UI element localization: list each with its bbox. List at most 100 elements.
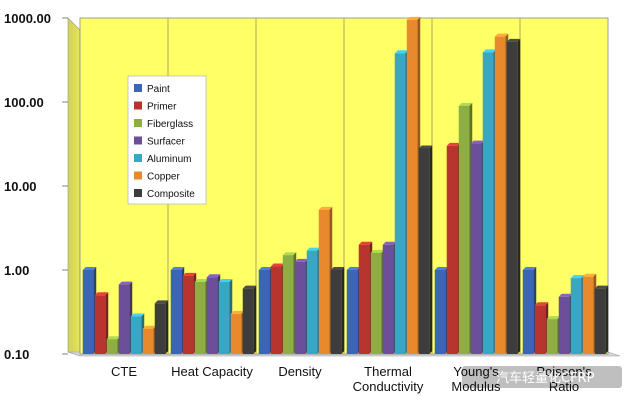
bar-front xyxy=(170,270,182,354)
bar-top xyxy=(170,267,185,270)
bar-side xyxy=(429,145,433,354)
bar-top xyxy=(482,49,497,53)
y-tick-label: 0.10 xyxy=(4,347,29,362)
bar xyxy=(242,285,257,354)
bar-front xyxy=(82,270,94,354)
bar-front xyxy=(458,105,470,354)
bar-top xyxy=(294,258,309,262)
bar xyxy=(318,206,333,354)
bar-top xyxy=(206,274,221,278)
y-tick-label: 1000.00 xyxy=(4,11,51,26)
bar-front xyxy=(282,255,294,354)
bar-top xyxy=(118,281,133,285)
bar-front xyxy=(306,250,318,354)
bar xyxy=(218,278,233,354)
bar-front xyxy=(94,295,106,354)
bar xyxy=(534,302,549,354)
bar-top xyxy=(194,278,209,282)
bar xyxy=(194,278,209,354)
bar-front xyxy=(294,261,306,354)
bar xyxy=(294,258,309,354)
bar xyxy=(182,272,197,354)
bar xyxy=(570,275,585,354)
x-tick-label: Density xyxy=(278,364,322,379)
bar-top xyxy=(522,267,537,270)
bar-front xyxy=(142,328,154,354)
bar xyxy=(458,102,473,354)
bar-front xyxy=(106,339,118,354)
bar-top xyxy=(418,145,433,149)
legend-swatch xyxy=(134,136,142,145)
bar-front xyxy=(130,316,142,354)
bar xyxy=(406,16,421,355)
bar xyxy=(346,267,361,354)
plot-side-wall xyxy=(67,17,81,357)
bar-front xyxy=(418,148,430,354)
bar-side xyxy=(165,300,169,354)
bar xyxy=(130,313,145,354)
bar-top xyxy=(406,16,421,20)
x-tick-label: Poisson's Ratio xyxy=(536,364,592,394)
bar-front xyxy=(522,270,534,354)
bar-side xyxy=(605,285,609,354)
bar-front xyxy=(570,278,582,354)
bar xyxy=(506,38,521,355)
legend-swatch xyxy=(134,154,142,162)
bar xyxy=(106,336,121,354)
bar-top xyxy=(546,316,561,320)
legend-swatch xyxy=(134,101,142,110)
bar-top xyxy=(594,285,609,289)
bar-front xyxy=(218,281,230,354)
bar-top xyxy=(534,302,549,306)
bar-top xyxy=(330,267,345,270)
bar-top xyxy=(130,313,145,317)
bar xyxy=(154,300,169,354)
bar-front xyxy=(594,288,606,354)
bars xyxy=(82,16,609,355)
bar-front xyxy=(482,52,494,354)
bar xyxy=(94,292,109,354)
bar-top xyxy=(446,142,461,146)
bar-top xyxy=(494,33,509,37)
bar-side xyxy=(517,38,521,355)
watermark-badge xyxy=(462,366,622,388)
bar-top xyxy=(142,325,157,329)
bar xyxy=(434,267,449,354)
legend-label: Paint xyxy=(147,84,170,95)
y-tick-label: 1.00 xyxy=(4,263,29,278)
bar-front xyxy=(242,288,254,354)
bar-top xyxy=(94,292,109,296)
bar xyxy=(470,140,485,354)
bar xyxy=(418,145,433,354)
bar-top xyxy=(258,267,273,270)
bar-side xyxy=(341,267,345,354)
bar xyxy=(546,316,561,354)
bar xyxy=(394,50,409,354)
bar xyxy=(118,281,133,354)
bar xyxy=(494,33,509,355)
bar-front xyxy=(582,276,594,354)
bar xyxy=(358,241,373,354)
bar xyxy=(82,267,97,354)
bar-front xyxy=(394,53,406,354)
y-tick-label: 10.00 xyxy=(4,179,37,194)
bar xyxy=(594,285,609,354)
bar-top xyxy=(570,275,585,279)
bar-top xyxy=(306,247,321,251)
bar-top xyxy=(346,267,361,270)
bar-top xyxy=(382,241,397,245)
bar xyxy=(270,263,285,354)
bar-top xyxy=(358,241,373,245)
bar-top xyxy=(506,38,521,42)
bar-top xyxy=(82,267,97,270)
y-axis-ticks: 1000.00 100.00 10.00 1.00 0.10 xyxy=(4,11,68,362)
bar-front xyxy=(506,41,518,355)
watermark: 汽车轻量化CFRP xyxy=(462,366,622,388)
bar-top xyxy=(582,273,597,277)
x-tick-label: Heat Capacity xyxy=(171,364,253,379)
bar-front xyxy=(194,281,206,354)
legend-label: Surfacer xyxy=(147,137,185,148)
bar xyxy=(170,267,185,354)
y-tick-label: 100.00 xyxy=(4,95,44,110)
bar-front xyxy=(434,270,446,354)
